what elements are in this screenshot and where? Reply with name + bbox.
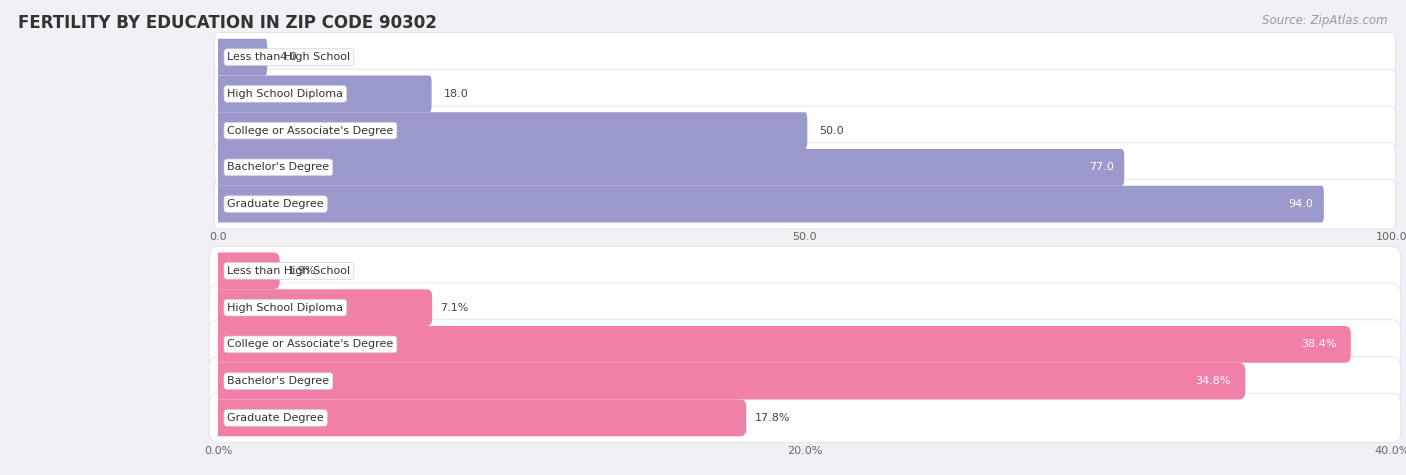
FancyBboxPatch shape [212,399,747,436]
Text: High School Diploma: High School Diploma [228,303,343,313]
FancyBboxPatch shape [214,69,1396,118]
Text: 4.0: 4.0 [278,52,297,62]
Text: Bachelor's Degree: Bachelor's Degree [228,376,329,386]
Text: Bachelor's Degree: Bachelor's Degree [228,162,329,172]
Text: Less than High School: Less than High School [228,52,350,62]
Text: Graduate Degree: Graduate Degree [228,413,323,423]
Text: 17.8%: 17.8% [755,413,790,423]
Text: 1.9%: 1.9% [288,266,316,276]
FancyBboxPatch shape [209,393,1400,443]
FancyBboxPatch shape [209,357,1400,406]
FancyBboxPatch shape [214,32,1396,82]
Text: 18.0: 18.0 [443,89,468,99]
FancyBboxPatch shape [212,326,1351,363]
FancyBboxPatch shape [214,106,1396,155]
Text: College or Associate's Degree: College or Associate's Degree [228,339,394,350]
Text: Less than High School: Less than High School [228,266,350,276]
FancyBboxPatch shape [215,149,1125,186]
Text: 50.0: 50.0 [820,125,844,136]
FancyBboxPatch shape [209,246,1400,295]
FancyBboxPatch shape [214,180,1396,229]
Text: 38.4%: 38.4% [1302,339,1337,350]
Text: 7.1%: 7.1% [440,303,468,313]
Text: Source: ZipAtlas.com: Source: ZipAtlas.com [1263,14,1388,27]
Text: High School Diploma: High School Diploma [228,89,343,99]
FancyBboxPatch shape [212,363,1246,399]
FancyBboxPatch shape [214,143,1396,192]
Text: 77.0: 77.0 [1088,162,1114,172]
Text: College or Associate's Degree: College or Associate's Degree [228,125,394,136]
Text: 94.0: 94.0 [1288,199,1313,209]
FancyBboxPatch shape [215,186,1324,222]
Text: 34.8%: 34.8% [1195,376,1232,386]
Text: FERTILITY BY EDUCATION IN ZIP CODE 90302: FERTILITY BY EDUCATION IN ZIP CODE 90302 [18,14,437,32]
FancyBboxPatch shape [212,253,280,289]
FancyBboxPatch shape [209,283,1400,332]
FancyBboxPatch shape [212,289,432,326]
FancyBboxPatch shape [209,320,1400,369]
FancyBboxPatch shape [215,112,807,149]
Text: Graduate Degree: Graduate Degree [228,199,323,209]
FancyBboxPatch shape [215,39,267,76]
FancyBboxPatch shape [215,76,432,112]
